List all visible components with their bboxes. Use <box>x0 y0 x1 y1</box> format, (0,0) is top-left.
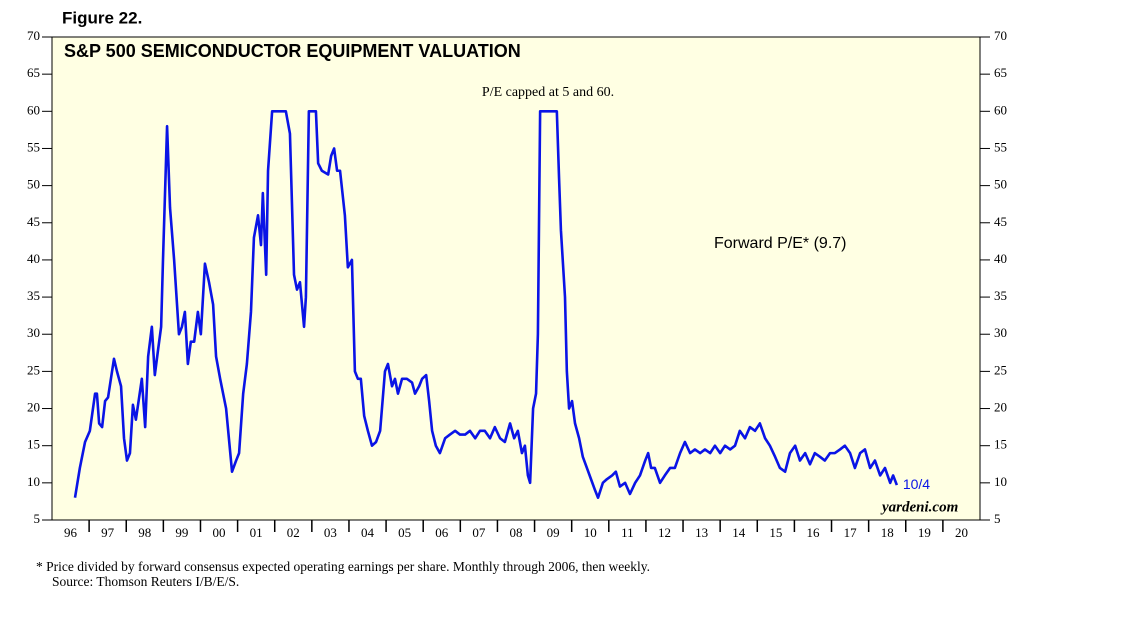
x-tick-label: 99 <box>175 525 188 540</box>
y-tick-label: 10 <box>994 474 1007 489</box>
y-tick-label: 15 <box>27 437 40 452</box>
y-tick-label: 65 <box>27 65 40 80</box>
y-tick-label: 35 <box>27 288 40 303</box>
y-tick-label: 60 <box>994 102 1007 117</box>
y-tick-label: 45 <box>994 214 1007 229</box>
x-tick-label: 10 <box>584 525 597 540</box>
y-tick-label: 20 <box>994 400 1007 415</box>
y-tick-label: 55 <box>27 139 40 154</box>
y-tick-label: 30 <box>27 325 40 340</box>
x-tick-label: 03 <box>324 525 337 540</box>
x-tick-label: 07 <box>472 525 486 540</box>
y-tick-label: 60 <box>27 102 40 117</box>
y-tick-label: 45 <box>27 214 40 229</box>
y-tick-label: 35 <box>994 288 1007 303</box>
x-tick-label: 19 <box>918 525 931 540</box>
y-tick-label: 10 <box>27 474 40 489</box>
x-tick-label: 00 <box>213 525 226 540</box>
y-tick-label: 15 <box>994 437 1007 452</box>
figure-label: Figure 22. <box>62 8 142 27</box>
y-tick-label: 55 <box>994 139 1007 154</box>
y-tick-label: 65 <box>994 65 1007 80</box>
x-tick-label: 16 <box>806 525 820 540</box>
annotation: P/E capped at 5 and 60. <box>482 85 614 100</box>
x-tick-label: 20 <box>955 525 968 540</box>
y-tick-label: 30 <box>994 325 1007 340</box>
x-tick-label: 11 <box>621 525 634 540</box>
x-tick-label: 04 <box>361 525 375 540</box>
plot-area <box>51 36 981 521</box>
end-label: 10/4 <box>903 476 930 492</box>
x-tick-label: 09 <box>547 525 560 540</box>
x-tick-label: 97 <box>101 525 115 540</box>
y-tick-label: 50 <box>27 177 40 192</box>
x-tick-label: 98 <box>138 525 151 540</box>
y-tick-label: 40 <box>994 251 1007 266</box>
y-tick-label: 70 <box>27 28 40 43</box>
x-tick-label: 05 <box>398 525 411 540</box>
y-tick-label: 70 <box>994 28 1007 43</box>
y-tick-label: 50 <box>994 177 1007 192</box>
x-tick-label: 06 <box>435 525 449 540</box>
y-tick-label: 40 <box>27 251 40 266</box>
y-tick-label: 5 <box>34 511 41 526</box>
x-tick-label: 12 <box>658 525 671 540</box>
x-tick-label: 08 <box>510 525 523 540</box>
y-tick-label: 25 <box>27 362 40 377</box>
chart-title: S&P 500 SEMICONDUCTOR EQUIPMENT VALUATIO… <box>64 41 521 61</box>
x-tick-label: 15 <box>769 525 782 540</box>
x-tick-label: 14 <box>732 525 746 540</box>
x-tick-label: 02 <box>287 525 300 540</box>
footnote: * Price divided by forward consensus exp… <box>36 559 650 574</box>
series-label: Forward P/E* (9.7) <box>714 235 846 252</box>
series-line <box>73 110 899 500</box>
x-tick-label: 18 <box>881 525 894 540</box>
x-tick-label: 17 <box>844 525 858 540</box>
source-mark: yardeni.com <box>880 499 958 515</box>
x-tick-label: 01 <box>250 525 263 540</box>
y-tick-label: 5 <box>994 511 1001 526</box>
x-tick-label: 96 <box>64 525 78 540</box>
y-tick-label: 25 <box>994 362 1007 377</box>
footnote: Source: Thomson Reuters I/B/E/S. <box>52 574 239 589</box>
x-tick-label: 13 <box>695 525 708 540</box>
y-tick-label: 20 <box>27 400 40 415</box>
